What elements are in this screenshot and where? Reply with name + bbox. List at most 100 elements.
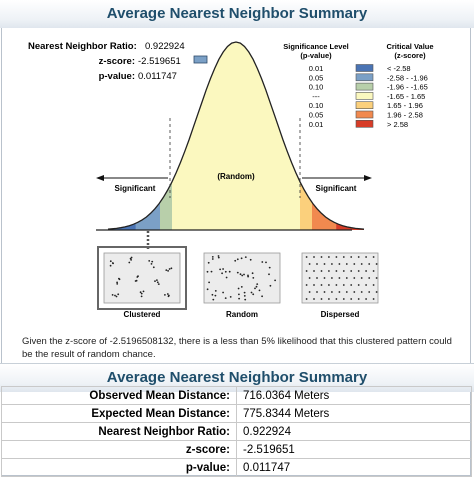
pattern-point	[168, 268, 171, 270]
table-row: p-value: 0.011747	[1, 458, 472, 477]
table-row: Expected Mean Distance: 775.8344 Meters	[1, 404, 472, 423]
legend-p-value: 0.10	[309, 83, 324, 92]
pattern-box	[203, 252, 281, 304]
pattern-point	[350, 270, 353, 272]
pattern-point	[328, 270, 330, 272]
pattern-point	[274, 279, 276, 282]
pattern-point	[375, 263, 378, 265]
significance-figure: Nearest Neighbor Ratio: 0.922924 z-score…	[28, 41, 434, 319]
pattern-point	[224, 297, 227, 299]
pattern-point	[128, 261, 131, 264]
pattern-point	[360, 277, 363, 279]
legend-p-value: 0.05	[309, 73, 324, 82]
legend-crit-header: Critical Value	[386, 42, 433, 51]
pattern-point	[313, 270, 315, 272]
pattern-point	[222, 268, 225, 270]
pattern-point	[211, 258, 214, 260]
pattern-point	[365, 270, 367, 272]
pattern-point	[228, 270, 231, 273]
pattern-point	[353, 263, 356, 265]
legend-p-value: 0.01	[309, 64, 324, 73]
pattern-point	[372, 256, 375, 258]
pattern-point	[313, 256, 315, 258]
pattern-point	[305, 256, 308, 258]
pattern-point	[251, 272, 254, 275]
table-row-value: 775.8344 Meters	[236, 404, 472, 423]
pattern-point	[254, 287, 256, 290]
pattern-point	[353, 277, 356, 279]
pattern-point	[305, 284, 308, 286]
pattern-point	[206, 288, 209, 291]
pattern-point	[243, 295, 246, 297]
ratio-label: Nearest Neighbor Ratio:	[28, 41, 137, 52]
pattern-point	[360, 263, 363, 265]
pattern-point	[360, 291, 363, 293]
pattern-point	[342, 298, 345, 300]
pattern-random: Random	[203, 252, 281, 319]
pattern-point	[229, 296, 232, 298]
pattern-point	[252, 293, 255, 296]
pattern-point	[250, 291, 253, 294]
legend-z-range: > 2.58	[387, 120, 408, 129]
pattern-point	[323, 263, 326, 265]
pattern-point	[375, 291, 378, 293]
pattern-point	[269, 284, 272, 287]
pattern-point	[225, 276, 228, 279]
pattern-point	[252, 277, 255, 279]
pattern-point	[139, 291, 142, 294]
pattern-point	[328, 284, 330, 286]
ratio-value: 0.922924	[145, 41, 185, 52]
pattern-point	[150, 263, 153, 265]
pattern-point	[166, 293, 169, 295]
curve-band-6	[336, 223, 364, 230]
pattern-point	[350, 298, 353, 300]
z-score-value: -2.519651	[138, 56, 181, 67]
pattern-point	[316, 277, 318, 279]
legend-color-swatch	[355, 101, 374, 109]
pattern-point	[342, 256, 345, 258]
legend-z-range: -2.58 - -1.96	[387, 73, 428, 82]
pattern-point	[116, 281, 118, 284]
pattern-point	[118, 278, 121, 281]
pattern-point	[357, 270, 360, 272]
pattern-label: Clustered	[124, 310, 161, 319]
z-score-color-marker	[193, 55, 208, 64]
pattern-point	[241, 274, 244, 277]
pattern-point	[368, 277, 371, 279]
table-row: z-score: -2.519651	[1, 440, 472, 459]
pattern-point	[308, 277, 311, 279]
curve-band-3	[172, 42, 300, 230]
pattern-point	[338, 263, 341, 265]
pattern-point	[219, 268, 222, 271]
curve-band-2	[160, 181, 172, 230]
pattern-point	[320, 284, 323, 286]
pattern-point	[243, 291, 246, 294]
pattern-point	[115, 295, 118, 298]
p-value-label: p-value:	[99, 71, 135, 82]
pattern-point	[316, 291, 318, 293]
pattern-point	[217, 256, 220, 259]
pattern-point	[305, 298, 308, 300]
pattern-point	[320, 298, 323, 300]
pattern-point	[268, 266, 271, 269]
pattern-point	[238, 297, 241, 300]
legend-z-range: -1.96 - -1.65	[387, 83, 428, 92]
pattern-point	[236, 258, 239, 261]
pattern-point	[261, 295, 263, 298]
pattern-point	[350, 256, 353, 258]
z-score-label: z-score:	[99, 56, 135, 67]
pattern-point	[206, 270, 209, 273]
pattern-point	[140, 295, 143, 298]
pattern-point	[345, 277, 348, 279]
pattern-point	[331, 277, 333, 279]
pattern-point	[368, 263, 371, 265]
pattern-point	[331, 263, 333, 265]
pattern-point	[170, 267, 173, 270]
pattern-dispersed: Dispersed	[301, 252, 379, 319]
pattern-point	[111, 262, 114, 264]
pattern-point	[323, 291, 326, 293]
pattern-point	[214, 294, 217, 297]
curve-band-0	[108, 223, 136, 230]
pattern-point	[261, 261, 264, 263]
